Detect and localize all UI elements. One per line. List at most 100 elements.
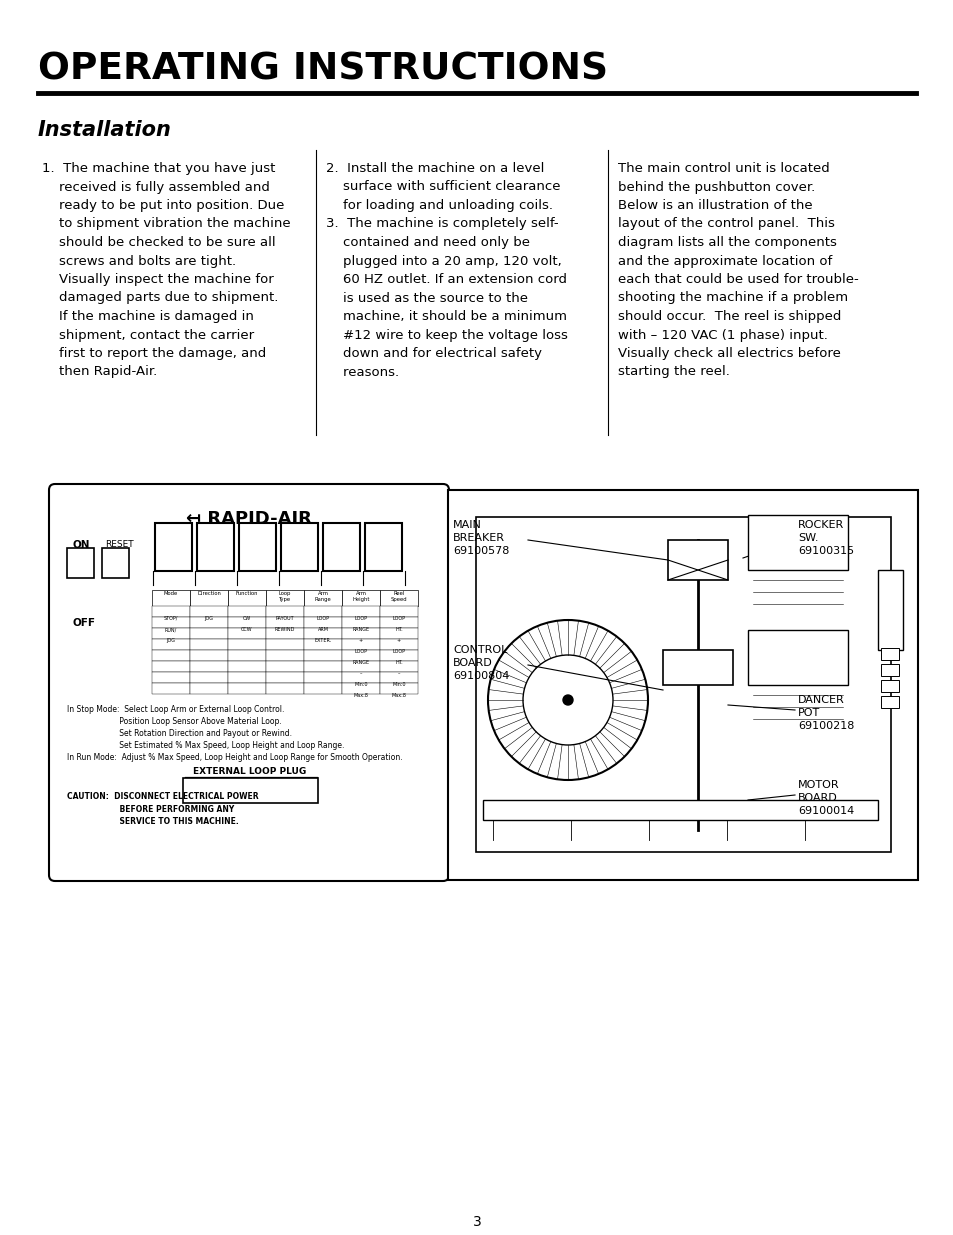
Bar [877,571,902,650]
Text: then Rapid-Air.: then Rapid-Air. [42,366,157,378]
Text: BOARD: BOARD [453,658,493,668]
Bar [152,638,190,650]
Bar [880,680,898,692]
Bar [379,606,417,618]
Text: CONTROL: CONTROL [453,645,507,655]
Text: 3.  The machine is completely self-: 3. The machine is completely self- [326,217,558,231]
Text: is used as the source to the: is used as the source to the [326,291,527,305]
Bar [304,618,341,629]
Text: STOP/: STOP/ [164,616,178,621]
Text: 69100218: 69100218 [797,721,854,731]
FancyBboxPatch shape [49,484,449,881]
Text: reasons.: reasons. [326,366,398,378]
Text: RESET: RESET [105,540,133,550]
Bar [152,618,190,629]
Text: ROCKER: ROCKER [797,520,843,530]
Bar [341,638,379,650]
Bar [228,590,266,606]
Bar [482,800,877,820]
Text: In Stop Mode:  Select Loop Arm or External Loop Control.: In Stop Mode: Select Loop Arm or Externa… [67,705,284,714]
Bar [880,697,898,708]
Bar [379,618,417,629]
Bar [667,540,727,580]
Text: surface with sufficient clearance: surface with sufficient clearance [326,180,560,194]
Text: BREAKER: BREAKER [453,534,504,543]
Bar [190,650,228,661]
Text: behind the pushbutton cover.: behind the pushbutton cover. [618,180,815,194]
Text: JOG: JOG [204,616,213,621]
Bar [379,590,417,606]
Text: Visually inspect the machine for: Visually inspect the machine for [42,273,274,287]
Text: CAUTION:  DISCONNECT ELECTRICAL POWER: CAUTION: DISCONNECT ELECTRICAL POWER [67,792,258,802]
Bar [341,629,379,638]
Bar [228,638,266,650]
Text: EXTERNAL LOOP PLUG: EXTERNAL LOOP PLUG [193,767,306,776]
Bar [266,661,304,672]
Text: Max:8: Max:8 [391,693,406,698]
Text: SW.: SW. [797,534,818,543]
Text: In Run Mode:  Adjust % Max Speed, Loop Height and Loop Range for Smooth Operatio: In Run Mode: Adjust % Max Speed, Loop He… [67,753,402,762]
Text: EXTER.: EXTER. [314,638,332,643]
Text: Installation: Installation [38,120,172,140]
Bar [880,664,898,676]
Text: If the machine is damaged in: If the machine is damaged in [42,310,253,324]
Text: 69100014: 69100014 [797,806,853,816]
Bar [747,515,847,571]
Bar [67,548,94,578]
Text: down and for electrical safety: down and for electrical safety [326,347,541,359]
Text: POT: POT [797,708,820,718]
Bar [379,638,417,650]
Text: LOOP: LOOP [392,616,405,621]
Text: DANCER: DANCER [797,695,843,705]
Bar [190,672,228,683]
Bar [662,650,732,685]
Bar [228,618,266,629]
Circle shape [562,695,573,705]
Text: Min:0: Min:0 [392,682,405,687]
Text: 60 HZ outlet. If an extension cord: 60 HZ outlet. If an extension cord [326,273,566,287]
Bar [152,650,190,661]
Bar [379,672,417,683]
Bar [379,650,417,661]
Bar [304,661,341,672]
Text: Loop
Type: Loop Type [278,592,291,601]
Text: +: + [358,638,363,643]
Text: first to report the damage, and: first to report the damage, and [42,347,266,359]
Bar [365,522,401,571]
Bar [304,629,341,638]
Text: Min:0: Min:0 [354,682,367,687]
Bar [228,650,266,661]
Text: damaged parts due to shipment.: damaged parts due to shipment. [42,291,278,305]
Bar [152,606,190,618]
Text: 69100315: 69100315 [797,546,853,556]
Text: Set Rotation Direction and Payout or Rewind.: Set Rotation Direction and Payout or Rew… [67,729,292,739]
Text: Max:8: Max:8 [354,693,368,698]
Text: plugged into a 20 amp, 120 volt,: plugged into a 20 amp, 120 volt, [326,254,561,268]
Bar [190,661,228,672]
Text: Arm
Height: Arm Height [352,592,370,601]
Bar [341,590,379,606]
Bar [448,490,917,881]
Text: RAPID-AIR EQUIPMENT ONLY: RAPID-AIR EQUIPMENT ONLY [183,779,316,788]
Bar [102,548,129,578]
Text: MOTOR: MOTOR [797,781,839,790]
Bar [266,672,304,683]
Text: The main control unit is located: The main control unit is located [618,162,829,175]
Bar [266,650,304,661]
Text: machine, it should be a minimum: machine, it should be a minimum [326,310,566,324]
Bar [747,630,847,685]
Text: with – 120 VAC (1 phase) input.: with – 120 VAC (1 phase) input. [618,329,827,342]
Bar [304,638,341,650]
Bar [341,661,379,672]
Bar [266,629,304,638]
Text: Direction: Direction [197,592,221,597]
Bar [239,522,275,571]
Text: Arm
Range: Arm Range [314,592,331,601]
Text: LOOP: LOOP [316,616,329,621]
Bar [190,590,228,606]
Text: Visually check all electrics before: Visually check all electrics before [618,347,840,359]
Text: HT.: HT. [395,627,402,632]
Text: ↤ RAPID-AIR: ↤ RAPID-AIR [186,510,312,529]
Text: for loading and unloading coils.: for loading and unloading coils. [326,199,553,212]
Text: RUN/: RUN/ [165,627,177,632]
